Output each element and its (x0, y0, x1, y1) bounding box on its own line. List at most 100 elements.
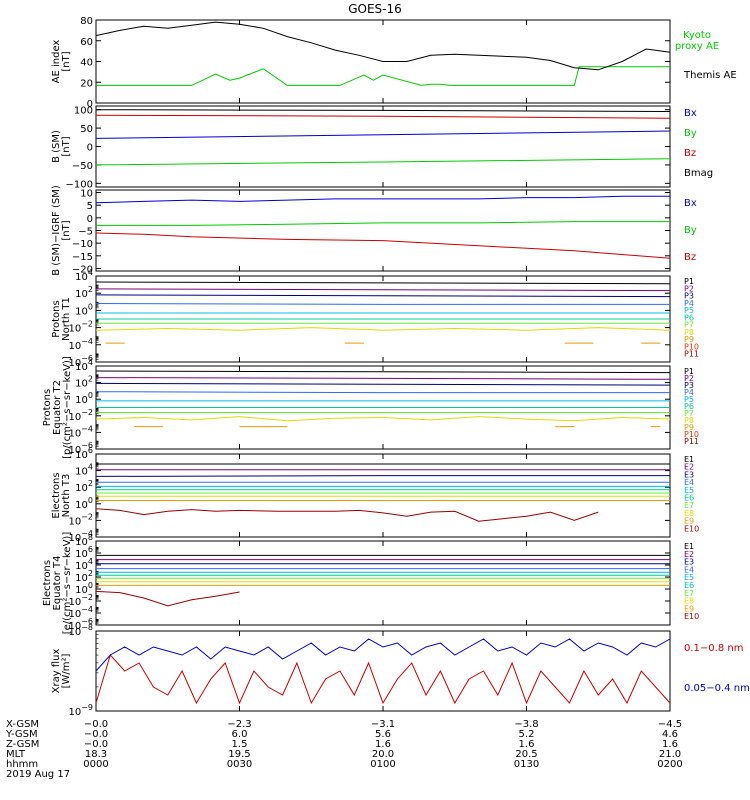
legend-label: P10 (684, 430, 699, 439)
y-tick-label: 5 (87, 201, 93, 212)
y-axis-label: AE index (51, 40, 62, 84)
legend-label: E7 (684, 589, 694, 598)
legend-label: By (684, 128, 697, 139)
x-row-value: 1.6 (375, 739, 391, 750)
legend-label: P11 (684, 437, 699, 446)
y-tick-label: 100 (75, 581, 93, 596)
x-row-value: −0.0 (84, 719, 108, 730)
legend-label: P4 (684, 299, 694, 308)
legend-label: P1 (684, 367, 694, 376)
legend-label: proxy AE (675, 41, 719, 52)
series-kyoto-proxy-ae-line (96, 66, 670, 86)
y-axis-label: [p/(cm²−s−sr−keV)] (62, 356, 73, 459)
legend-label: E6 (684, 581, 694, 590)
legend-label: E2 (684, 550, 694, 559)
y-tick-label: 60 (80, 37, 93, 48)
legend-label: E4 (684, 565, 694, 574)
legend-label: Themis AE (683, 70, 737, 81)
legend-label: E9 (684, 517, 694, 526)
legend-label: P7 (684, 321, 694, 330)
y-tick-label: 20 (80, 78, 93, 89)
legend-label: By (684, 225, 697, 236)
panel-frame (95, 540, 671, 626)
y-axis-label: Electrons (42, 560, 53, 606)
x-row-value: 20.0 (372, 749, 394, 760)
y-tick-label: 104 (75, 463, 93, 478)
legend-label: Bmag (684, 168, 713, 179)
y-tick-label: −5 (78, 227, 93, 238)
legend-label: E5 (684, 486, 694, 495)
legend-label: P2 (684, 374, 694, 383)
x-row-value: −3.1 (371, 719, 395, 730)
legend-label: P8 (684, 328, 694, 337)
y-axis-label: B (SM) (51, 130, 62, 163)
x-row-value: −0.0 (84, 729, 108, 740)
series-p4-line (95, 391, 670, 394)
x-row-value: 19.5 (228, 749, 250, 760)
y-axis-label: Xray flux (51, 649, 62, 694)
x-row-value: −4.5 (658, 719, 682, 730)
series-by-line (95, 158, 671, 166)
legend-label: E2 (684, 463, 694, 472)
x-row-label: Y-GSM (5, 729, 38, 740)
x-row-value: 18.3 (85, 749, 107, 760)
legend-label: E1 (684, 455, 694, 464)
series-p8-line (95, 416, 671, 422)
x-row-value: 1.5 (232, 739, 248, 750)
series-p1-line (95, 370, 671, 374)
y-tick-label: 10−2 (68, 512, 93, 527)
series-p3-line (95, 294, 671, 298)
y-axis-label: Protons (51, 300, 62, 337)
y-tick-label: 104 (75, 268, 93, 283)
panel-frame (95, 105, 671, 188)
y-axis-label: [nT] (61, 136, 72, 156)
y-tick-label: 100 (75, 302, 93, 317)
series-p1-line (95, 281, 671, 285)
series-e10-line (95, 508, 599, 522)
series-p4-line (95, 303, 670, 305)
series-e3-line (95, 475, 670, 477)
legend-label: P10 (684, 342, 699, 351)
y-tick-label: 102 (75, 285, 93, 300)
series-p2-line (95, 377, 671, 380)
legend-label: Bx (684, 198, 697, 209)
legend-label: P6 (684, 313, 694, 322)
y-tick-label: 10−4 (68, 605, 93, 620)
y-axis-label: [W/m²] (61, 653, 72, 688)
x-row-value: 1.6 (519, 739, 535, 750)
x-row-value: 0100 (370, 759, 395, 770)
y-tick-label: 104 (75, 358, 93, 373)
y-axis-label: Electrons (51, 472, 62, 518)
y-tick-label: 10−2 (68, 408, 93, 423)
legend-label: E3 (684, 558, 694, 567)
y-tick-label: 10−9 (68, 703, 93, 718)
x-row-label: MLT (6, 749, 26, 760)
x-row-value: 5.6 (375, 729, 391, 740)
x-row-value: 4.6 (662, 729, 678, 740)
y-axis-label: Protons (42, 389, 53, 426)
y-axis-label: Equator T4 (52, 556, 63, 611)
y-tick-label: 0 (87, 99, 93, 110)
y-tick-label: 10−2 (68, 593, 93, 608)
y-tick-label: 100 (75, 391, 93, 406)
y-tick-label: 50 (80, 124, 93, 135)
series-e10-line (95, 590, 240, 607)
y-tick-label: 100 (74, 106, 93, 117)
series-themis-ae-line (95, 21, 671, 71)
legend-label: E1 (684, 542, 694, 551)
y-tick-label: 102 (75, 375, 93, 390)
legend-label: E10 (684, 612, 699, 621)
legend-label: P3 (684, 381, 694, 390)
series-0-05-0-4-nm-line (95, 638, 671, 672)
y-axis-label: [nT] (61, 220, 72, 240)
panel-bsm: 100 50 0 −50 −100 B (SM) [nT] Bx By Bz Bmag (51, 105, 713, 190)
legend-label: Bz (684, 252, 696, 263)
y-tick-label: 0 (87, 143, 93, 154)
y-axis-label: North T1 (61, 297, 72, 341)
panel-frame (95, 453, 671, 538)
legend-label: Bx (684, 108, 697, 119)
series-bmag-line (95, 109, 671, 112)
